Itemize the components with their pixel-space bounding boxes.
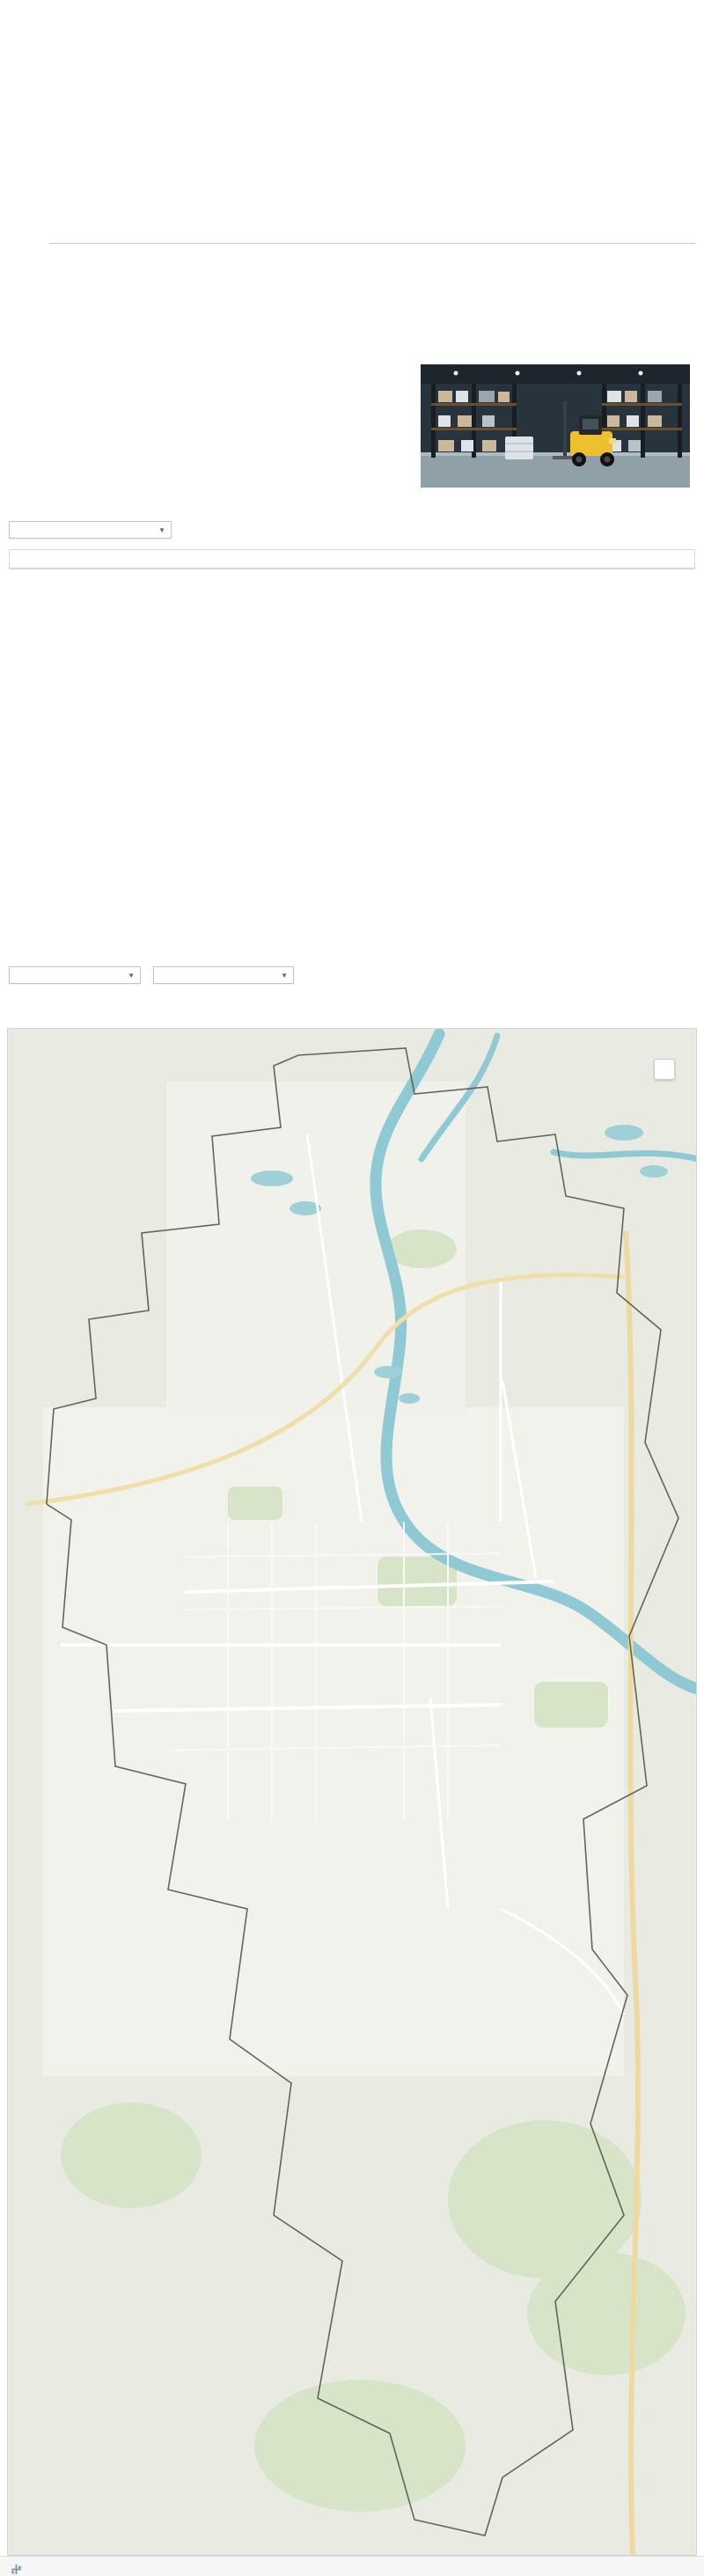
map-controls: ▼ ▼: [9, 965, 695, 984]
map-beltline-highway: [25, 1273, 625, 1507]
view-on-tableau-public-link[interactable]: [11, 2564, 27, 2575]
forklift-illustration: [553, 401, 616, 466]
map-ponds: [251, 1125, 668, 1404]
section-permits: [0, 0, 704, 352]
permits-y-axis: [9, 21, 49, 243]
map-minor-roads: [165, 1522, 502, 1821]
tableau-logo-icon: [11, 2564, 22, 2574]
map-major-roads: [61, 1134, 626, 2015]
map-i5-highway: [623, 1230, 641, 2555]
monitoring-subcategory-dropdown[interactable]: ▼: [153, 966, 294, 984]
section-map-header: ▼ ▼: [0, 949, 704, 1023]
map-urban-growth-boundary: [46, 1047, 679, 2536]
acres-controls: ▼: [9, 519, 695, 539]
map-river: [370, 1029, 696, 1695]
section-acres-intro: [0, 352, 704, 502]
tableau-toolbar: [0, 2556, 704, 2576]
permits-chart: [9, 21, 695, 246]
permits-plot-area: [49, 21, 695, 246]
acres-paragraph: [9, 364, 407, 502]
chevron-down-icon: ▼: [158, 525, 165, 534]
chevron-down-icon: ▼: [128, 971, 135, 980]
chevron-down-icon: ▼: [281, 971, 288, 980]
map-urban-area: [43, 1407, 624, 2076]
acres-panel-title: [10, 550, 694, 569]
monitoring-subcategory-control: ▼: [153, 965, 294, 984]
plan-designation-dropdown[interactable]: ▼: [9, 521, 172, 539]
map-container[interactable]: [7, 1028, 697, 2556]
map-canvas[interactable]: [8, 1029, 697, 2556]
warehouse-photo: [421, 364, 690, 502]
map-control[interactable]: [654, 1059, 675, 1080]
acres-chart-panel: [9, 549, 695, 569]
permits-bars: [49, 21, 695, 243]
section-acres: ▼: [0, 502, 704, 949]
warehouse-photo-image: [421, 364, 690, 488]
filter-by-year-control: ▼: [9, 965, 141, 984]
permits-plot: [49, 21, 695, 244]
plan-designation-control: ▼: [9, 519, 172, 539]
map-parks: [61, 1229, 686, 2512]
filter-by-year-dropdown[interactable]: ▼: [9, 966, 141, 984]
